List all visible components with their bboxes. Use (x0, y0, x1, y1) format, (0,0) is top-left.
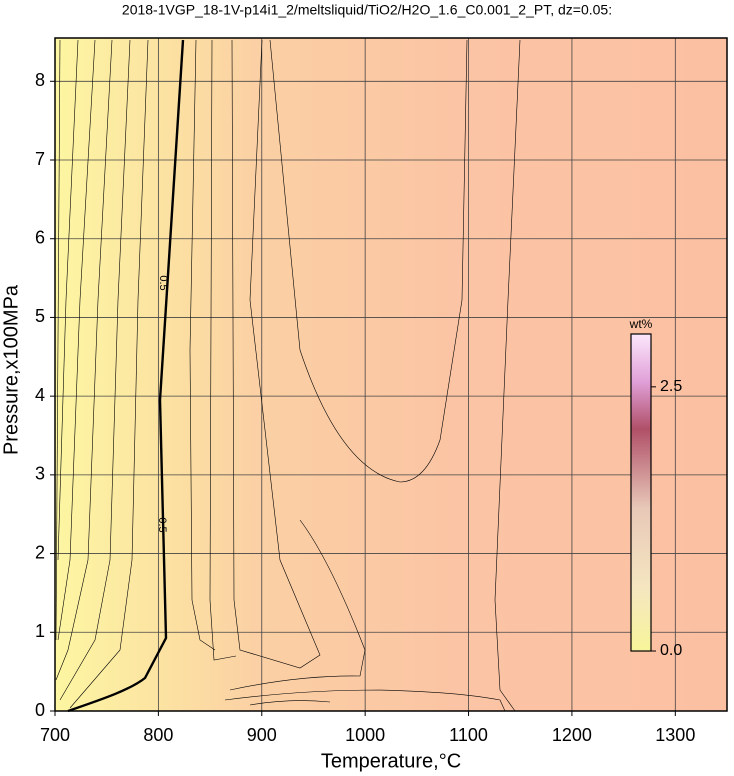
contours (55, 39, 521, 713)
colorbar-tick-label: 2.5 (660, 378, 682, 395)
y-tick-label: 1 (35, 621, 45, 641)
grid (54, 38, 727, 712)
y-tick-label: 7 (35, 149, 45, 169)
y-tick-label: 6 (35, 227, 45, 247)
y-axis-label: Pressure,x100MPa (0, 284, 22, 455)
x-axis-label: Temperature,°C (321, 750, 461, 772)
contour-label: 0.5 (156, 517, 168, 532)
y-tick-label: 0 (35, 700, 45, 720)
x-tick-label: 700 (40, 725, 70, 745)
x-tick-label: 1100 (449, 725, 488, 745)
y-tick-label: 3 (35, 464, 45, 484)
y-tick-label: 2 (35, 542, 45, 562)
plot-area (55, 38, 727, 711)
x-tick-label: 800 (143, 725, 173, 745)
y-tick-label: 5 (35, 306, 45, 326)
plot-frame (54, 37, 728, 712)
y-tick-label: 8 (35, 70, 45, 90)
colorbar (630, 333, 652, 652)
y-tick-label: 4 (35, 385, 45, 405)
chart-title: 2018-1VGP_18-1V-p14i1_2/meltsliquid/TiO2… (122, 2, 612, 18)
x-tick-label: 1200 (552, 725, 592, 745)
x-tick-label: 900 (247, 725, 277, 745)
colorbar-label: wt% (629, 317, 653, 331)
colorbar-tick-label: 0.0 (660, 642, 682, 659)
contour-bold (67, 39, 185, 713)
contour-label: 0.5 (157, 275, 169, 290)
x-tick-label: 1300 (655, 725, 695, 745)
x-tick-label: 1000 (345, 725, 385, 745)
